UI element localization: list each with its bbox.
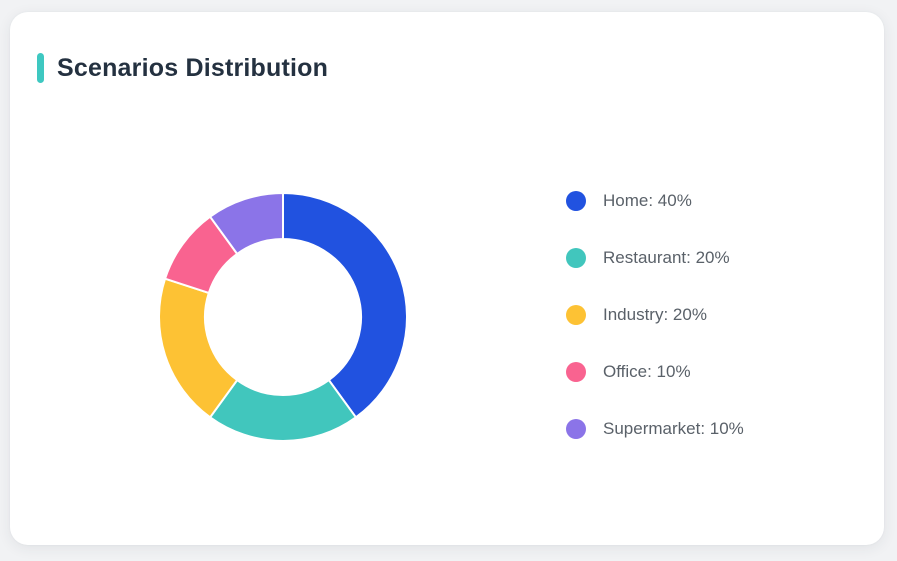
slice-home[interactable] xyxy=(282,192,408,419)
legend-item-supermarket[interactable]: Supermarket: 10% xyxy=(566,417,744,441)
legend-item-office[interactable]: Office: 10% xyxy=(566,360,744,384)
legend-dot-restaurant xyxy=(566,248,586,268)
legend-item-restaurant[interactable]: Restaurant: 20% xyxy=(566,246,744,270)
title-accent-bar xyxy=(37,53,44,83)
legend-dot-home xyxy=(566,191,586,211)
donut-chart-svg xyxy=(158,192,408,442)
legend-item-industry[interactable]: Industry: 20% xyxy=(566,303,744,327)
legend-label: Supermarket: 10% xyxy=(603,419,744,438)
slice-restaurant[interactable] xyxy=(209,379,357,442)
donut-chart xyxy=(133,167,433,467)
slice-supermarket[interactable] xyxy=(209,192,284,255)
legend-item-home[interactable]: Home: 40% xyxy=(566,189,744,213)
slice-industry[interactable] xyxy=(158,277,239,419)
page-title: Scenarios Distribution xyxy=(57,53,329,82)
card-header: Scenarios Distribution xyxy=(37,53,328,83)
legend-dot-supermarket xyxy=(566,419,586,439)
legend-label: Industry: 20% xyxy=(603,305,707,324)
legend: Home: 40% Restaurant: 20% Industry: 20% Off… xyxy=(566,189,744,474)
scenarios-distribution-card: Scenarios Distribution Home: 40% Restaura… xyxy=(10,12,884,545)
legend-label: Home: 40% xyxy=(603,191,692,210)
legend-dot-office xyxy=(566,362,586,382)
legend-label: Office: 10% xyxy=(603,362,691,381)
legend-label: Restaurant: 20% xyxy=(603,248,730,267)
legend-dot-industry xyxy=(566,305,586,325)
